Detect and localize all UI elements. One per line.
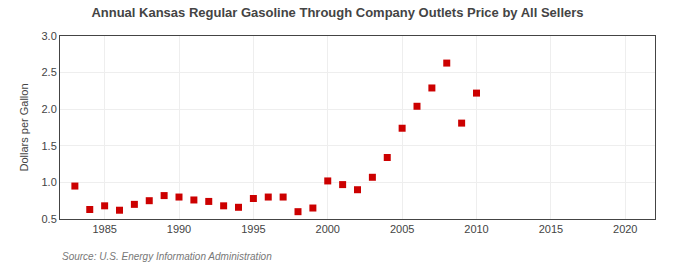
svg-text:Annual Kansas Regular Gasoline: Annual Kansas Regular Gasoline Through C… — [91, 5, 583, 20]
svg-text:1.5: 1.5 — [42, 140, 57, 152]
svg-text:2000: 2000 — [316, 223, 340, 235]
svg-text:2010: 2010 — [464, 223, 488, 235]
svg-text:2.0: 2.0 — [42, 103, 57, 115]
svg-text:2020: 2020 — [613, 223, 637, 235]
svg-text:1985: 1985 — [92, 223, 116, 235]
svg-text:2005: 2005 — [390, 223, 414, 235]
svg-text:Source: U.S. Energy Informatio: Source: U.S. Energy Information Administ… — [62, 251, 272, 262]
svg-text:2.5: 2.5 — [42, 66, 57, 78]
svg-text:3.0: 3.0 — [42, 30, 57, 42]
svg-text:1.0: 1.0 — [42, 176, 57, 188]
svg-text:Dollars per Gallon: Dollars per Gallon — [18, 83, 30, 171]
svg-text:2015: 2015 — [539, 223, 563, 235]
svg-text:0.5: 0.5 — [42, 213, 57, 225]
svg-text:1990: 1990 — [167, 223, 191, 235]
svg-text:1995: 1995 — [241, 223, 265, 235]
